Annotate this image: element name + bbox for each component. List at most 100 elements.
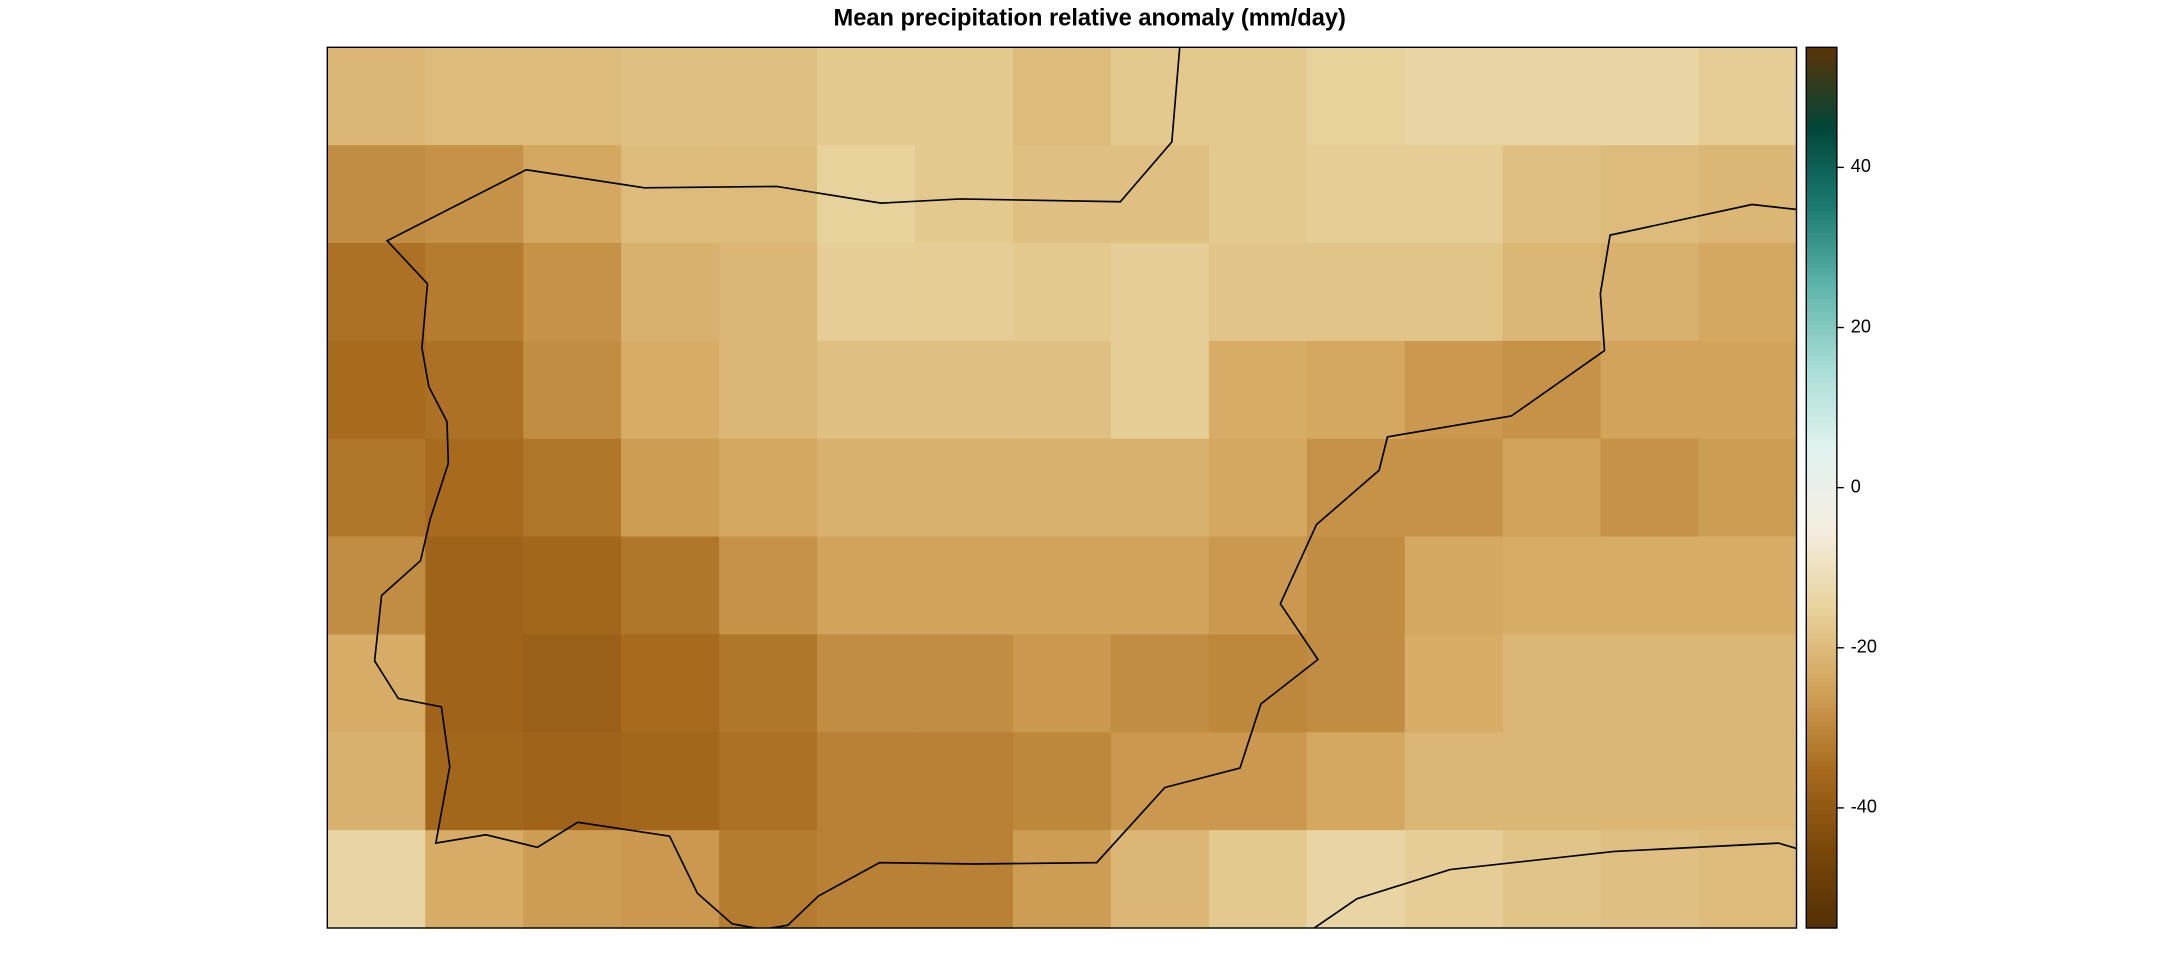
- colorbar-swatch: [1806, 725, 1837, 731]
- colorbar-swatch: [1806, 509, 1837, 515]
- heatmap-cell: [1698, 47, 1798, 146]
- colorbar-swatch: [1806, 108, 1837, 114]
- heatmap-cell: [1208, 243, 1308, 342]
- heatmap-cell: [817, 830, 916, 929]
- heatmap-cell: [621, 732, 720, 831]
- heatmap-cell: [425, 830, 524, 929]
- colorbar-swatch: [1806, 285, 1837, 291]
- colorbar-swatch: [1806, 905, 1837, 911]
- colorbar-swatch: [1806, 571, 1837, 577]
- heatmap-cell: [1110, 243, 1210, 342]
- colorbar-swatch: [1806, 258, 1837, 264]
- colorbar-swatch: [1806, 870, 1837, 876]
- heatmap-cell: [1600, 732, 1700, 831]
- colorbar-swatch: [1806, 236, 1837, 242]
- colorbar-swatch: [1806, 540, 1837, 546]
- colorbar-swatch: [1806, 161, 1837, 167]
- heatmap-cell: [719, 732, 818, 831]
- heatmap-cell: [817, 145, 916, 244]
- heatmap-cell: [1110, 732, 1210, 831]
- heatmap-cell: [425, 47, 524, 146]
- heatmap-cell: [1306, 634, 1406, 733]
- colorbar-swatch: [1806, 624, 1837, 630]
- heatmap-cell: [1208, 732, 1308, 831]
- colorbar-swatch: [1806, 390, 1837, 396]
- heatmap-cell: [1012, 732, 1112, 831]
- colorbar-swatch: [1806, 483, 1837, 489]
- colorbar-swatch: [1806, 831, 1837, 837]
- colorbar-swatch: [1806, 307, 1837, 313]
- colorbar-swatch: [1806, 73, 1837, 79]
- heatmap-cell: [1600, 536, 1700, 636]
- colorbar-swatch: [1806, 249, 1837, 255]
- colorbar-swatch: [1806, 478, 1837, 484]
- heatmap-cell: [621, 830, 720, 929]
- colorbar-swatch: [1806, 439, 1837, 445]
- heatmap-cell: [1306, 340, 1406, 440]
- heatmap-cell: [914, 47, 1014, 146]
- colorbar-swatch: [1806, 901, 1837, 907]
- heatmap-cell: [1012, 634, 1112, 733]
- colorbar-tick-label: 20: [1851, 316, 1871, 336]
- colorbar-swatch: [1806, 346, 1837, 352]
- colorbar-swatch: [1806, 751, 1837, 757]
- heatmap-cell: [1502, 536, 1602, 636]
- colorbar-swatch: [1806, 152, 1837, 158]
- colorbar-swatch: [1806, 813, 1837, 819]
- colorbar-swatch: [1806, 514, 1837, 520]
- colorbar-swatch: [1806, 646, 1837, 652]
- colorbar-swatch: [1806, 492, 1837, 498]
- heatmap-cells: [327, 47, 1798, 929]
- heatmap-cell: [1600, 634, 1700, 733]
- heatmap-cell: [1306, 732, 1406, 831]
- colorbar-swatch: [1806, 104, 1837, 110]
- heatmap-cell: [425, 243, 524, 342]
- colorbar-tick-label: 40: [1851, 156, 1871, 176]
- colorbar-swatch: [1806, 241, 1837, 247]
- heatmap-cell: [1600, 438, 1700, 538]
- colorbar-swatch: [1806, 139, 1837, 145]
- colorbar-swatch: [1806, 408, 1837, 414]
- heatmap-cell: [1404, 732, 1504, 831]
- colorbar-swatch: [1806, 654, 1837, 660]
- colorbar-swatch: [1806, 738, 1837, 744]
- colorbar-swatch: [1806, 271, 1837, 277]
- colorbar-swatch: [1806, 377, 1837, 383]
- heatmap-cell: [914, 536, 1014, 636]
- heatmap-cell: [1600, 340, 1700, 440]
- colorbar-swatch: [1806, 721, 1837, 726]
- heatmap-cell: [817, 732, 916, 831]
- colorbar-swatch: [1806, 566, 1837, 572]
- colorbar-swatch: [1806, 690, 1837, 696]
- colorbar-swatch: [1806, 403, 1837, 409]
- colorbar-swatch: [1806, 606, 1837, 612]
- colorbar-swatch: [1806, 324, 1837, 330]
- colorbar-swatch: [1806, 562, 1837, 568]
- colorbar-swatch: [1806, 826, 1837, 832]
- heatmap-cell: [1502, 634, 1602, 733]
- colorbar-swatch: [1806, 531, 1837, 537]
- colorbar-swatch: [1806, 421, 1837, 427]
- colorbar-swatch: [1806, 267, 1837, 273]
- colorbar-swatch: [1806, 470, 1837, 475]
- colorbar-swatch: [1806, 412, 1837, 418]
- colorbar-swatch: [1806, 765, 1837, 771]
- heatmap-cell: [719, 830, 818, 929]
- heatmap-cell: [1502, 47, 1602, 146]
- colorbar-swatch: [1806, 192, 1837, 198]
- colorbar-swatch: [1806, 619, 1837, 625]
- colorbar-swatch: [1806, 157, 1837, 163]
- heatmap-cell: [1698, 243, 1798, 342]
- colorbar-swatch: [1806, 130, 1837, 136]
- heatmap-cell: [425, 536, 524, 636]
- colorbar-swatch: [1806, 315, 1837, 321]
- colorbar-frame: [1805, 46, 1838, 929]
- heatmap-cell: [621, 243, 720, 342]
- colorbar-swatch: [1806, 650, 1837, 656]
- colorbar-swatch: [1806, 254, 1837, 260]
- colorbar-swatch: [1806, 302, 1837, 308]
- colorbar-swatch: [1806, 641, 1837, 647]
- colorbar-swatch: [1806, 337, 1837, 343]
- colorbar-swatch: [1806, 809, 1837, 815]
